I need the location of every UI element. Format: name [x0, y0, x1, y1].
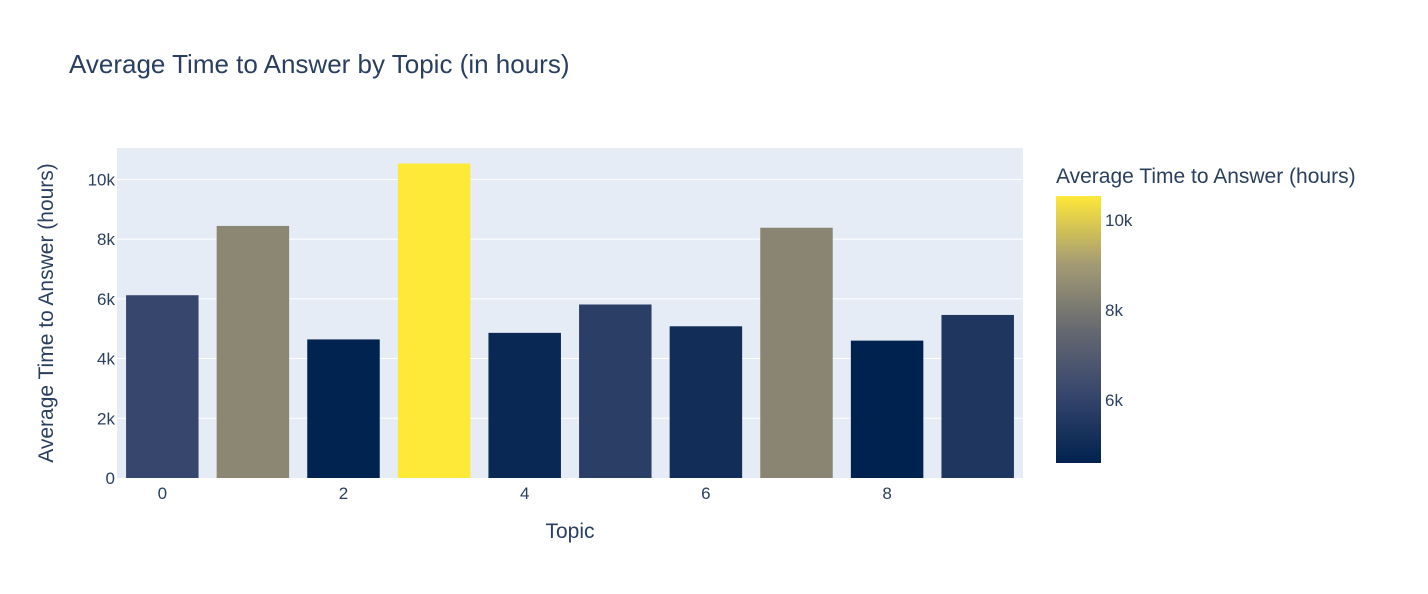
bar-topic-1 [216, 225, 290, 478]
y-axis-ticks: 0 2k 4k 6k 8k 10k [88, 170, 116, 488]
bar-topic-0 [126, 295, 199, 478]
colorbar-title: Average Time to Answer (hours) [1056, 165, 1356, 188]
y-tick-label: 10k [88, 170, 116, 189]
bar-topic-2 [307, 339, 380, 478]
bar-topic-4 [488, 332, 561, 478]
y-tick-label: 6k [97, 290, 115, 309]
y-tick-label: 2k [97, 409, 115, 428]
colorbar-tick-label: 8k [1105, 301, 1123, 320]
colorbar-tick-label: 10k [1105, 211, 1133, 230]
bar-topic-3 [397, 163, 471, 478]
bar-topic-7 [760, 227, 833, 478]
bars [126, 163, 1014, 478]
colorbar-ticks: 6k 8k 10k [1105, 211, 1133, 410]
x-axis-ticks: 0 2 4 6 8 [158, 484, 892, 503]
bar-topic-5 [579, 304, 652, 478]
x-tick-label: 0 [158, 484, 167, 503]
x-tick-label: 4 [520, 484, 529, 503]
chart-title: Average Time to Answer by Topic (in hour… [69, 49, 570, 79]
y-axis-title: Average Time to Answer (hours) [35, 163, 58, 463]
x-tick-label: 8 [882, 484, 891, 503]
y-tick-label: 4k [97, 350, 115, 369]
bar-topic-6 [669, 326, 743, 478]
y-tick-label: 0 [106, 469, 115, 488]
x-axis-title: Topic [545, 520, 594, 543]
colorbar-tick-label: 6k [1105, 391, 1123, 410]
bar-topic-9 [941, 314, 1014, 478]
colorbar: Average Time to Answer (hours) 6k 8k 10k [1056, 165, 1356, 463]
colorbar-gradient [1056, 196, 1101, 463]
y-tick-label: 8k [97, 230, 115, 249]
x-tick-label: 2 [339, 484, 348, 503]
x-tick-label: 6 [701, 484, 710, 503]
bar-topic-8 [850, 340, 924, 478]
